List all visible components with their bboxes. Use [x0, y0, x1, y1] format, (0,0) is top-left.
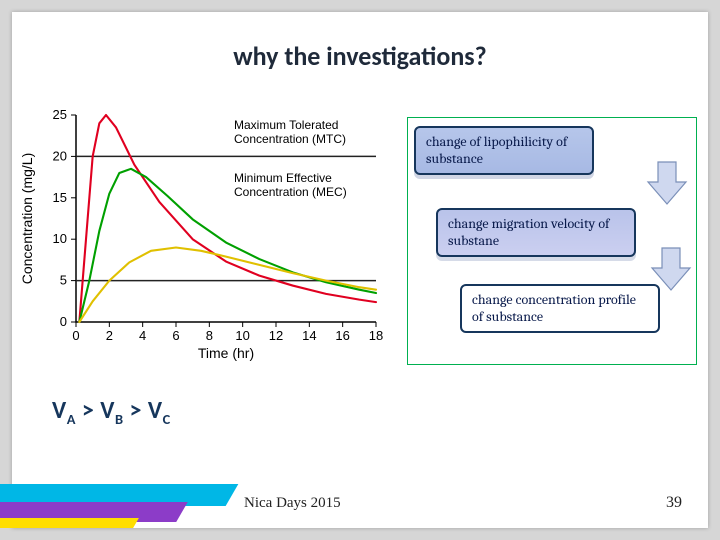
svg-text:Minimum Effective: Minimum Effective	[234, 171, 332, 185]
svg-text:15: 15	[53, 190, 67, 205]
svg-text:4: 4	[139, 328, 146, 343]
flow-arrow-1	[646, 160, 688, 206]
svg-text:8: 8	[206, 328, 213, 343]
chart-svg: 0 2 4 6 8 10 12 14 16 18 0 5 10 15 20 25 Time (hr) Concen…	[16, 107, 384, 362]
page-number: 39	[666, 494, 682, 512]
footer-text: Nica Days 2015	[244, 495, 341, 512]
flow-panel: change of lipophilicity of substance cha…	[407, 117, 697, 365]
svg-text:10: 10	[235, 328, 249, 343]
slide-frame: why the investigations? 0246810121416180…	[12, 12, 708, 528]
svg-text:2: 2	[106, 328, 113, 343]
svg-text:20: 20	[53, 148, 67, 163]
flow-box-migration: change migration velocity of substane	[436, 208, 636, 257]
flow-box-concentration: change concentration profile of substanc…	[460, 284, 660, 333]
svg-text:16: 16	[335, 328, 349, 343]
velocity-inequality: VA > VB > VC	[52, 396, 171, 428]
svg-text:Time (hr): Time (hr)	[198, 345, 254, 361]
svg-text:0: 0	[60, 314, 67, 329]
svg-text:5: 5	[60, 273, 67, 288]
svg-text:0: 0	[72, 328, 79, 343]
flow-box-lipophilicity: change of lipophilicity of substance	[414, 126, 594, 175]
slide-title: why the investigations?	[12, 40, 708, 72]
stripe	[0, 518, 139, 528]
svg-text:Maximum Tolerated: Maximum Tolerated	[234, 118, 338, 132]
svg-text:14: 14	[302, 328, 316, 343]
svg-text:6: 6	[172, 328, 179, 343]
svg-text:10: 10	[53, 231, 67, 246]
svg-text:Concentration (mg/L): Concentration (mg/L)	[19, 153, 35, 285]
svg-text:12: 12	[269, 328, 283, 343]
svg-text:Concentration (MTC): Concentration (MTC)	[234, 132, 346, 146]
concentration-chart: 0 2 4 6 8 10 12 14 16 18 0 5 10 15 20 25 Time (hr) Concen…	[16, 107, 384, 362]
svg-text:25: 25	[53, 107, 67, 122]
svg-text:Concentration (MEC): Concentration (MEC)	[234, 185, 347, 199]
svg-text:18: 18	[369, 328, 383, 343]
